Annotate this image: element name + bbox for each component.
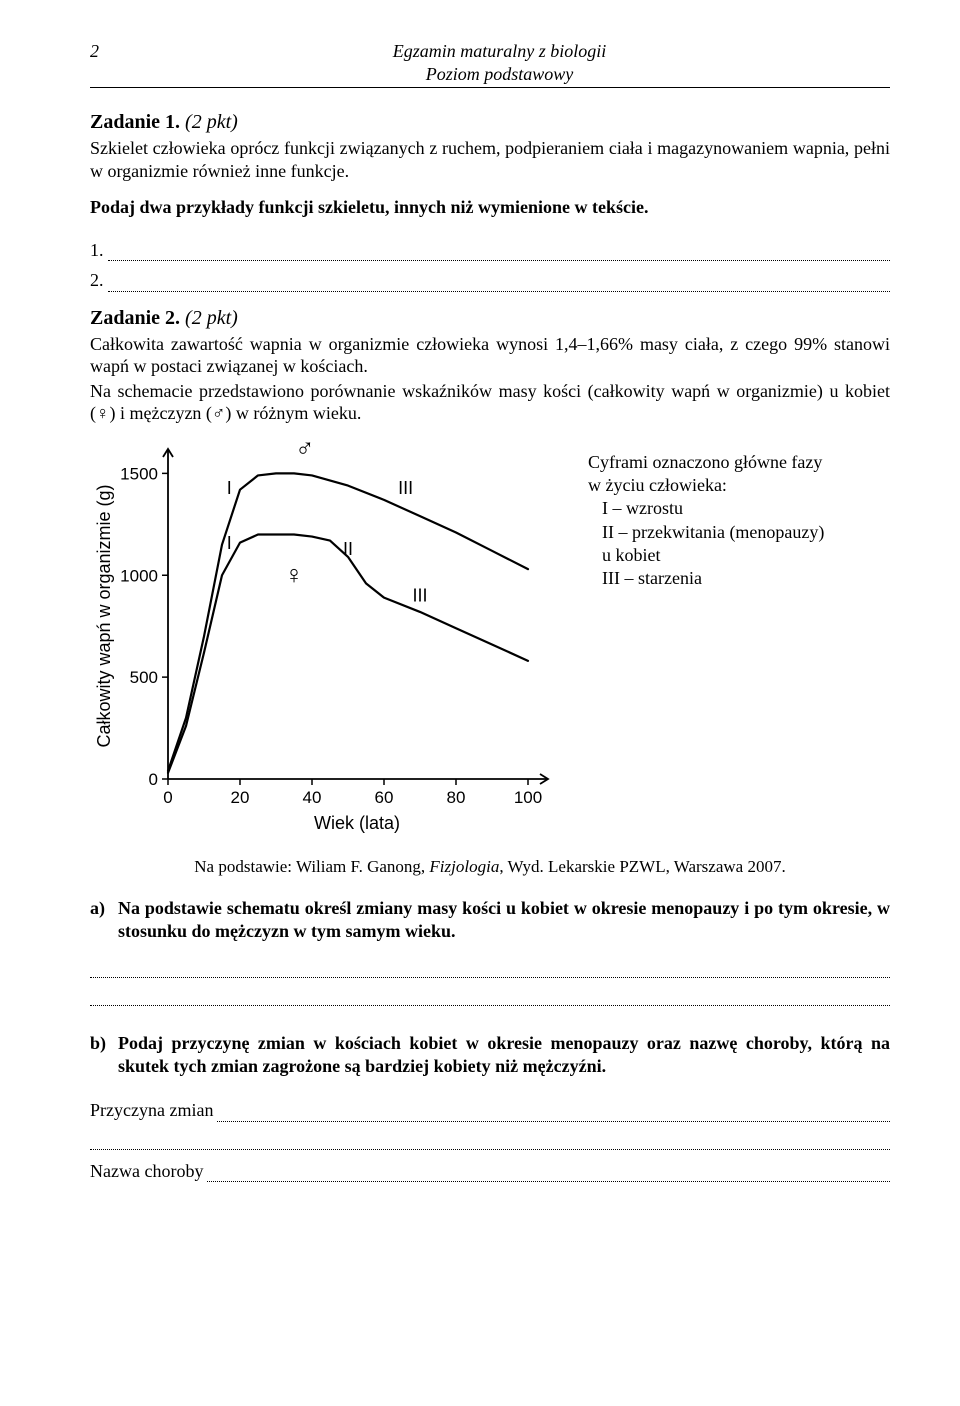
cause-label: Przyczyna zmian — [90, 1099, 217, 1122]
task2-heading: Zadanie 2. (2 pkt) — [90, 306, 890, 331]
svg-text:I: I — [227, 532, 232, 552]
svg-text:II: II — [343, 538, 353, 558]
qa-answer-line-1[interactable] — [90, 960, 890, 978]
legend-item-1: I – wzrostu — [588, 497, 824, 520]
task1-heading: Zadanie 1. (2 pkt) — [90, 110, 890, 135]
legend-item-2b: u kobiet — [588, 544, 824, 567]
svg-text:100: 100 — [514, 788, 542, 807]
dotted-fill — [108, 260, 891, 261]
svg-text:I: I — [227, 477, 232, 497]
legend-line1: Cyframi oznaczono główne fazy — [588, 451, 824, 474]
svg-text:0: 0 — [163, 788, 172, 807]
task1-points: (2 pkt) — [185, 111, 238, 133]
svg-text:Wiek (lata): Wiek (lata) — [314, 813, 400, 833]
svg-text:80: 80 — [447, 788, 466, 807]
legend-line2: w życiu człowieka: — [588, 474, 824, 497]
task1-answer-1[interactable]: 1. — [90, 239, 890, 262]
dotted-fill — [207, 1181, 890, 1182]
task1-title: Zadanie 1. — [90, 111, 180, 133]
svg-text:60: 60 — [375, 788, 394, 807]
header-title-line2: Poziom podstawowy — [426, 64, 574, 84]
svg-text:20: 20 — [231, 788, 250, 807]
task2-title: Zadanie 2. — [90, 307, 180, 329]
task1-num1: 1. — [90, 239, 108, 262]
chart-source: Na podstawie: Wiliam F. Ganong, Fizjolog… — [90, 856, 890, 877]
svg-text:0: 0 — [149, 770, 158, 789]
svg-text:♀: ♀ — [284, 559, 304, 589]
svg-text:40: 40 — [303, 788, 322, 807]
dotted-fill — [217, 1121, 890, 1122]
dotted-fill — [108, 291, 891, 292]
task1-num2: 2. — [90, 269, 108, 292]
qa-text: Na podstawie schematu określ zmiany masy… — [118, 897, 890, 942]
chart-legend: Cyframi oznaczono główne fazy w życiu cz… — [560, 441, 824, 591]
source-italic: Fizjologia — [429, 857, 499, 876]
task2-points: (2 pkt) — [185, 307, 238, 329]
header-title-line1: Egzamin maturalny z biologii — [393, 41, 607, 61]
page-header: 2 Egzamin maturalny z biologii Poziom po… — [90, 40, 890, 88]
qa-marker: a) — [90, 897, 118, 942]
source-prefix: Na podstawie: Wiliam F. Ganong, — [194, 857, 429, 876]
source-suffix: , Wyd. Lekarskie PZWL, Warszawa 2007. — [499, 857, 785, 876]
header-title: Egzamin maturalny z biologii Poziom pods… — [109, 40, 890, 85]
qb-disease-field[interactable]: Nazwa choroby — [90, 1160, 890, 1183]
svg-text:1000: 1000 — [120, 566, 158, 585]
task1-answer-2[interactable]: 2. — [90, 269, 890, 292]
bone-mass-chart: 020406080100050010001500Wiek (lata)Całko… — [90, 441, 560, 847]
chart-row: 020406080100050010001500Wiek (lata)Całko… — [90, 441, 890, 847]
task2-para1: Całkowita zawartość wapnia w organizmie … — [90, 333, 890, 378]
qb-cause-field[interactable]: Przyczyna zmian — [90, 1099, 890, 1122]
task1-prompt: Podaj dwa przykłady funkcji szkieletu, i… — [90, 196, 890, 219]
disease-label: Nazwa choroby — [90, 1160, 207, 1183]
legend-item-3: III – starzenia — [588, 567, 824, 590]
svg-text:III: III — [412, 585, 427, 605]
task2-qb: b) Podaj przyczynę zmian w kościach kobi… — [90, 1032, 890, 1077]
page-number: 2 — [90, 40, 109, 63]
legend-item-2: II – przekwitania (menopauzy) — [588, 521, 824, 544]
qb-text: Podaj przyczynę zmian w kościach kobiet … — [118, 1032, 890, 1077]
svg-text:Całkowity wapń w organizmie (g: Całkowity wapń w organizmie (g) — [94, 484, 114, 747]
task1-text: Szkielet człowieka oprócz funkcji związa… — [90, 137, 890, 182]
qa-answer-line-2[interactable] — [90, 988, 890, 1006]
svg-text:1500: 1500 — [120, 464, 158, 483]
qb-cause-line-2[interactable] — [90, 1132, 890, 1150]
task2-qa: a) Na podstawie schematu określ zmiany m… — [90, 897, 890, 942]
svg-text:III: III — [398, 477, 413, 497]
svg-text:♂: ♂ — [295, 441, 315, 463]
svg-text:500: 500 — [130, 668, 158, 687]
qb-marker: b) — [90, 1032, 118, 1077]
task2-para2: Na schemacie przedstawiono porównanie ws… — [90, 380, 890, 425]
